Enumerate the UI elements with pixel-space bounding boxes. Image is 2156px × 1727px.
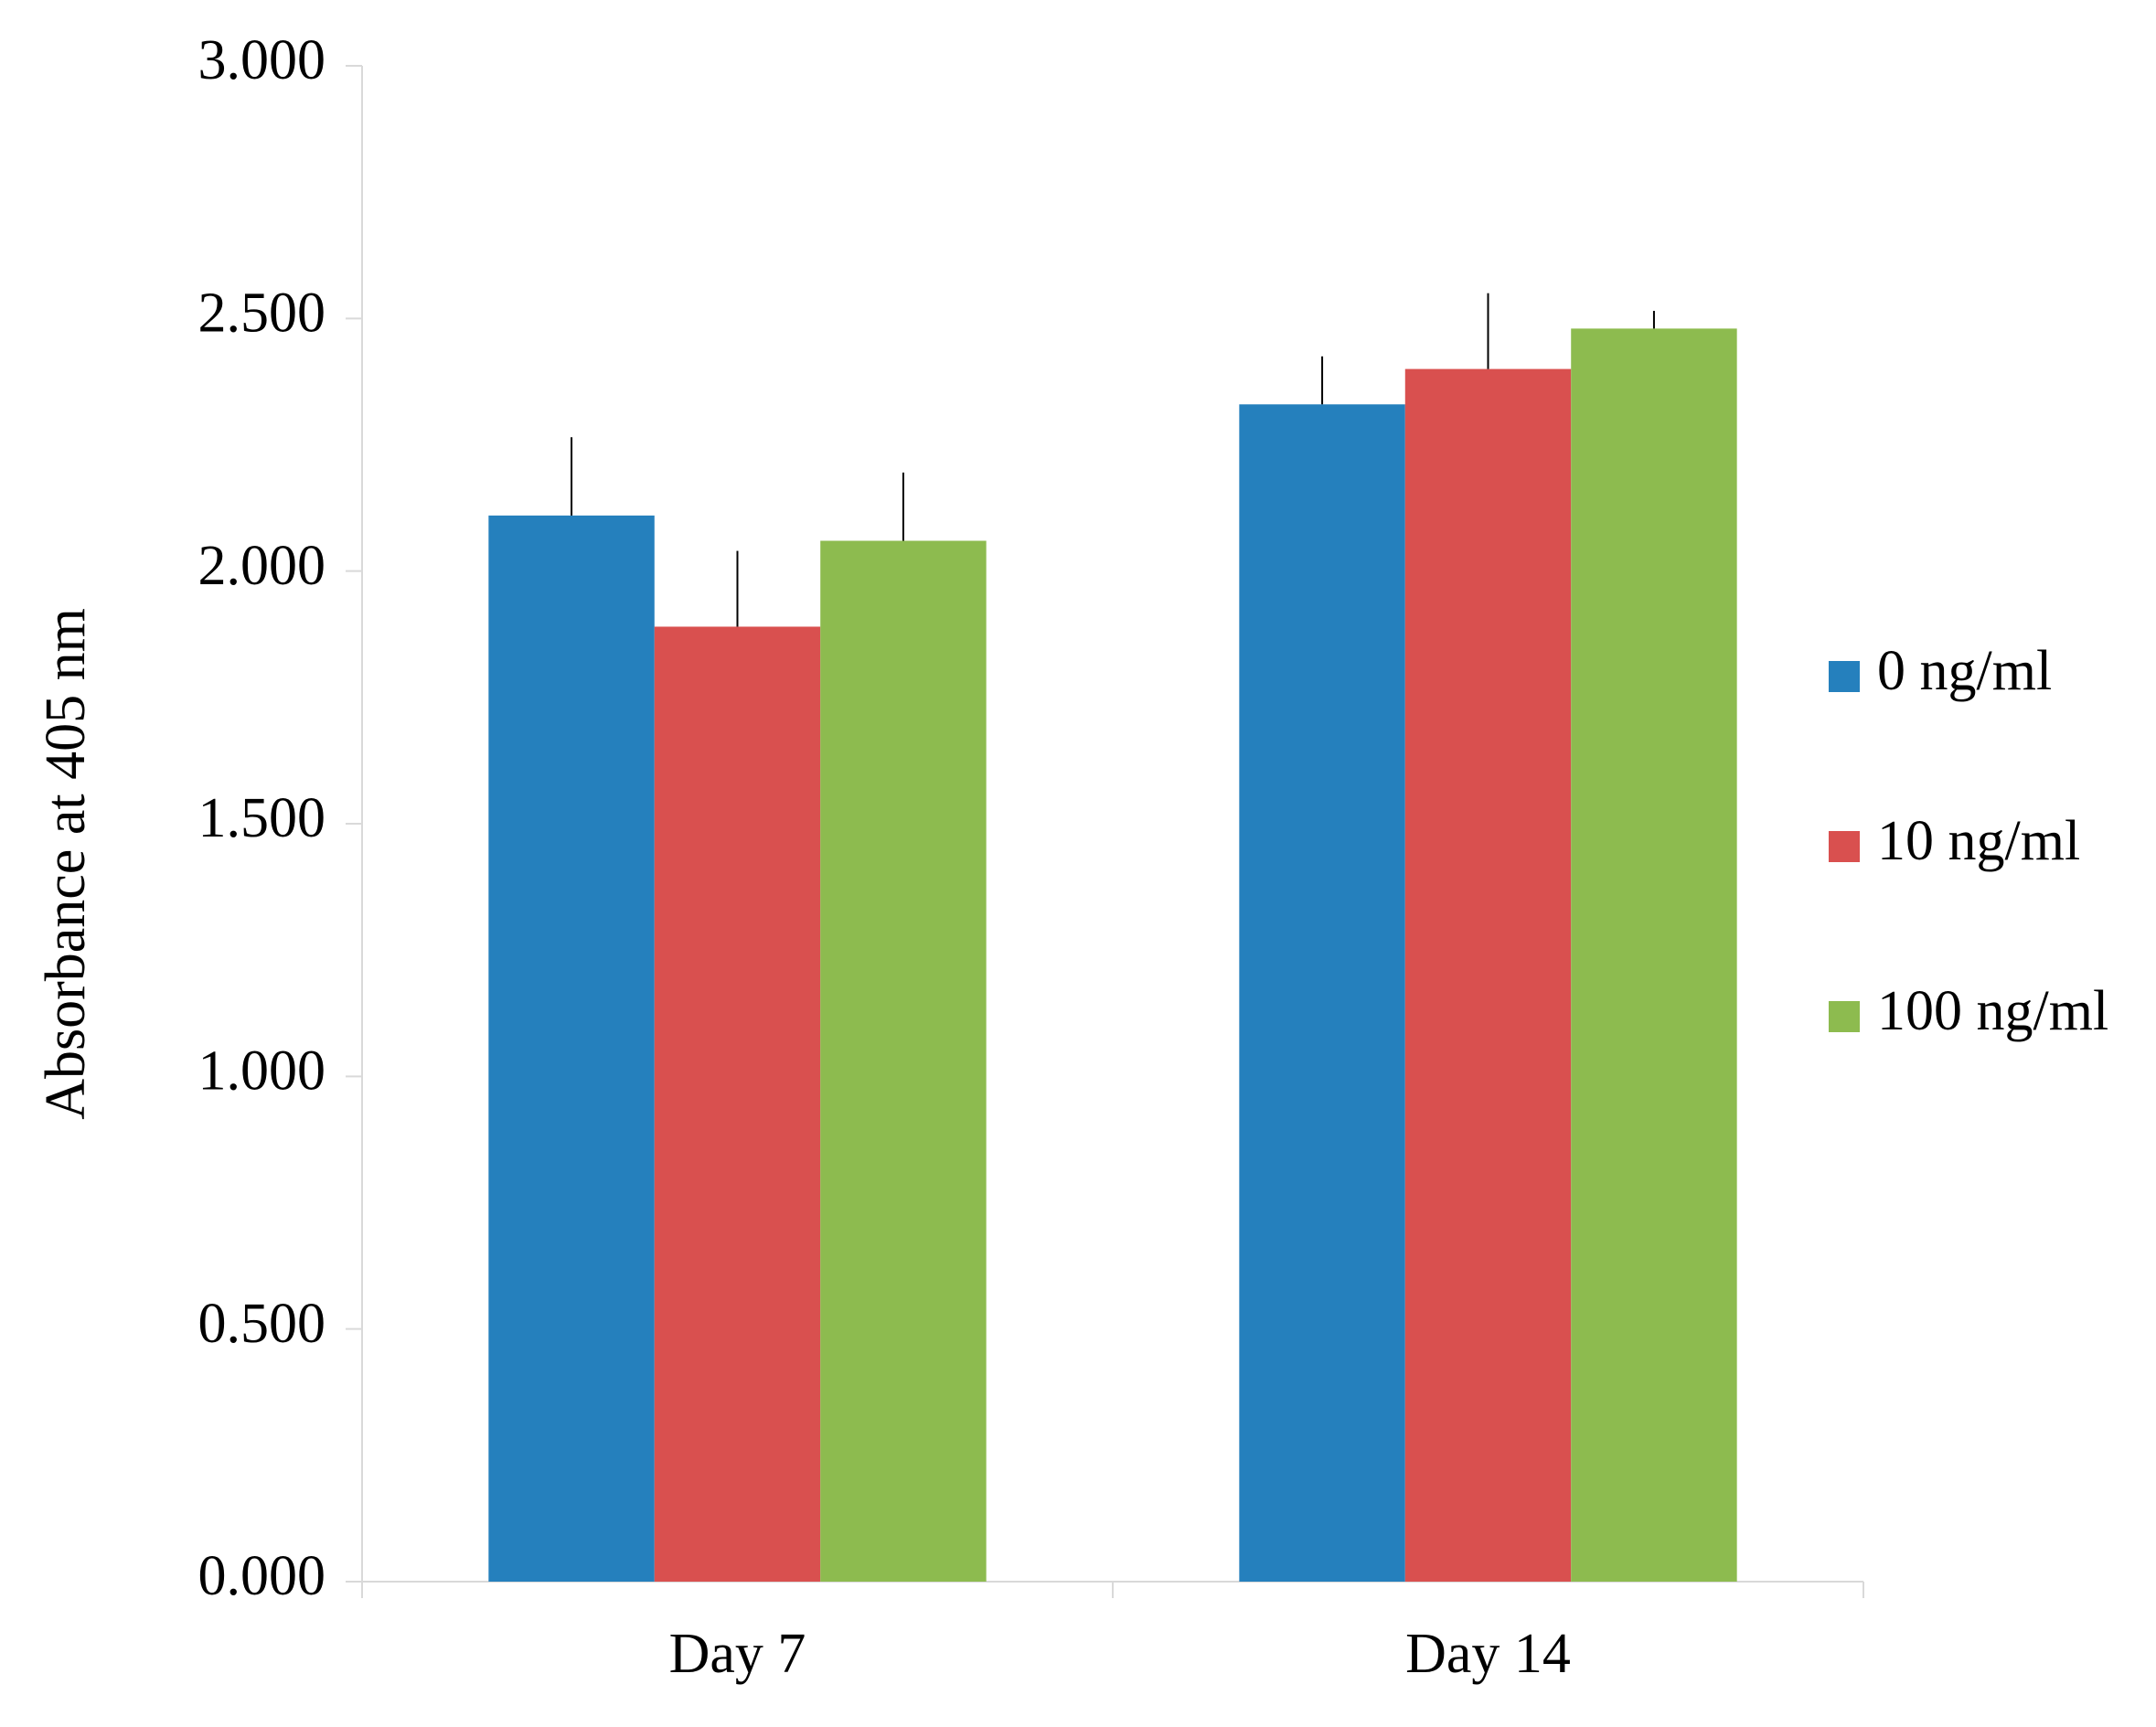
legend-label: 0 ng/ml [1877, 640, 2052, 702]
bar [820, 540, 987, 1583]
bar [1239, 404, 1405, 1583]
y-tick-label: 1.500 [198, 787, 326, 849]
legend-swatch [1829, 831, 1860, 862]
y-tick-label: 2.500 [198, 283, 326, 345]
y-tick-label: 0.500 [198, 1293, 326, 1355]
legend-label: 100 ng/ml [1877, 980, 2108, 1042]
y-tick-label: 2.000 [198, 535, 326, 597]
y-tick-label: 1.000 [198, 1040, 326, 1103]
bar [654, 626, 821, 1583]
bar [488, 515, 655, 1583]
legend-swatch [1829, 1001, 1860, 1032]
x-tick-label: Day 14 [1405, 1623, 1571, 1685]
y-tick-label: 3.000 [198, 29, 326, 91]
bar [1404, 368, 1572, 1583]
x-tick-label: Day 7 [669, 1623, 806, 1685]
y-tick-label: 0.000 [198, 1545, 326, 1607]
bar [1571, 328, 1737, 1582]
y-axis-label: Absorbance at 405 nm [35, 608, 97, 1120]
legend-swatch [1829, 661, 1860, 692]
legend-label: 10 ng/ml [1877, 810, 2080, 872]
